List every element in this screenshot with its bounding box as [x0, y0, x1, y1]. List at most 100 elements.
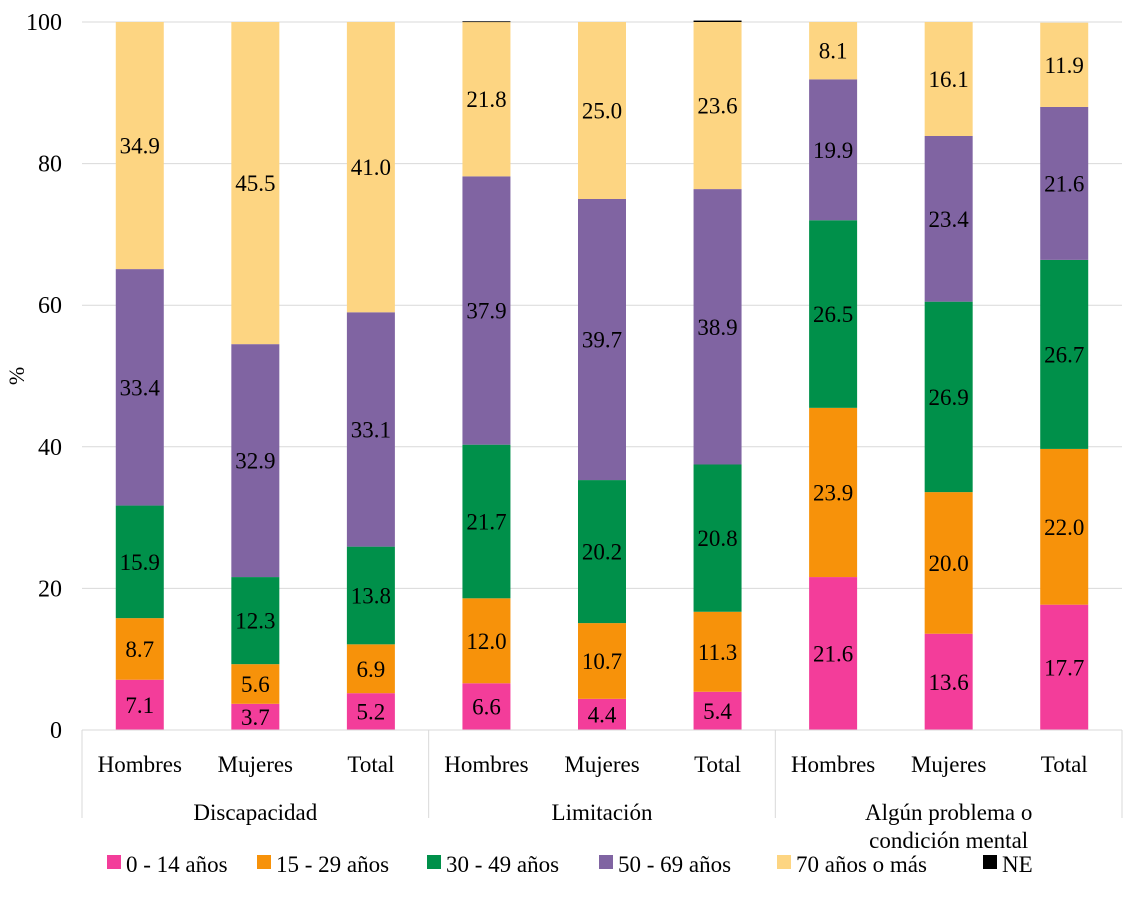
y-tick-label: 80 — [38, 152, 62, 178]
bar-segment — [231, 344, 280, 578]
legend-item: NE — [983, 852, 1033, 877]
bar-segment — [693, 22, 742, 190]
y-axis-label: % — [4, 367, 29, 385]
x-category-label: Total — [347, 752, 394, 777]
bar-segment — [1040, 604, 1089, 730]
data-label: 5.4 — [703, 699, 732, 724]
bar-segment — [115, 679, 164, 730]
bar-segment — [809, 79, 858, 221]
bar-segment — [578, 480, 626, 624]
data-label: 23.6 — [697, 94, 737, 119]
bar-segment — [809, 220, 858, 408]
data-label: 38.9 — [697, 315, 737, 340]
legend-item: 30 - 49 años — [427, 852, 559, 877]
bar-segment — [924, 492, 973, 634]
bar-segment — [115, 269, 164, 506]
x-category-label: Hombres — [791, 752, 875, 777]
data-label: 34.9 — [120, 134, 160, 159]
data-label: 3.7 — [241, 705, 270, 730]
data-label: 20.8 — [697, 526, 737, 551]
data-label: 6.9 — [357, 657, 386, 682]
data-label: 41.0 — [351, 155, 391, 180]
data-label: 33.4 — [120, 375, 161, 400]
bar-segment — [809, 407, 858, 578]
bar-segment — [462, 598, 511, 684]
legend-item: 15 - 29 años — [257, 852, 389, 877]
bar-segment — [346, 644, 395, 694]
x-group-label: Limitación — [552, 800, 653, 825]
y-tick-label: 20 — [38, 576, 62, 602]
data-label: 15.9 — [120, 550, 160, 575]
data-label: 6.6 — [472, 695, 501, 720]
data-label: 26.9 — [929, 385, 969, 410]
data-label: 5.2 — [357, 700, 386, 725]
bar-segment — [578, 22, 626, 199]
data-label: 19.9 — [813, 138, 853, 163]
data-label: 7.1 — [125, 693, 154, 718]
legend-label: 30 - 49 años — [446, 852, 559, 877]
x-category-label: Hombres — [444, 752, 528, 777]
legend-label: 50 - 69 años — [618, 852, 731, 877]
data-label: 25.0 — [582, 99, 622, 124]
bars — [115, 20, 1089, 730]
bar-segment — [462, 683, 511, 730]
data-label: 26.5 — [813, 302, 853, 327]
y-tick-label: 40 — [38, 435, 62, 461]
legend-label: 0 - 14 años — [126, 852, 228, 877]
legend-item: 0 - 14 años — [107, 852, 228, 877]
data-label: 17.7 — [1044, 655, 1084, 680]
x-category-label: Total — [1041, 752, 1088, 777]
bar-segment — [693, 20, 742, 22]
data-label: 5.6 — [241, 672, 270, 697]
legend-item: 70 años o más — [777, 852, 927, 877]
bar-segment — [231, 577, 280, 665]
bar-segment — [924, 633, 973, 730]
bar-segment — [462, 444, 511, 599]
data-label: 33.1 — [351, 417, 391, 442]
bar-segment — [578, 199, 626, 481]
x-group-label: Algún problema o condición mental — [865, 800, 1032, 853]
bar-segment — [1040, 22, 1089, 107]
bar-segment — [1040, 448, 1089, 605]
bar-segment — [346, 22, 395, 313]
data-label: 8.1 — [819, 39, 848, 64]
axes: % 0 20 40 60 80 100 Hombres Mujeres Total Hombres… — [4, 10, 1123, 853]
legend-label: 15 - 29 años — [276, 852, 389, 877]
bar-segment — [346, 312, 395, 547]
data-label: 10.7 — [582, 649, 622, 674]
legend-swatch — [599, 855, 613, 869]
legend-swatch — [777, 855, 791, 869]
bar-segment — [924, 301, 973, 493]
data-label: 12.3 — [235, 609, 275, 634]
bar-segment — [1040, 259, 1089, 449]
data-label: 22.0 — [1044, 515, 1084, 540]
legend-label: NE — [1002, 852, 1033, 877]
data-label: 11.9 — [1045, 53, 1084, 78]
data-label: 16.1 — [929, 67, 969, 92]
data-label: 8.7 — [125, 637, 154, 662]
x-category-label: Total — [694, 752, 741, 777]
legend-item: 50 - 69 años — [599, 852, 731, 877]
legend-swatch — [107, 855, 121, 869]
bar-segment — [462, 21, 511, 23]
bar-segment — [693, 691, 742, 730]
data-label: 20.0 — [929, 551, 969, 576]
data-label: 23.9 — [813, 480, 853, 505]
legend-swatch — [983, 855, 997, 869]
bar-segment — [115, 22, 164, 270]
legend-swatch — [427, 855, 441, 869]
bar-segment — [346, 546, 395, 645]
data-label: 23.4 — [929, 207, 970, 232]
data-label: 21.6 — [813, 642, 853, 667]
data-label: 37.9 — [466, 299, 506, 324]
bar-segment — [115, 505, 164, 619]
data-label: 13.8 — [351, 583, 391, 608]
bar-segment — [1040, 106, 1089, 260]
bar-segment — [115, 618, 164, 680]
x-category-label: Mujeres — [564, 752, 639, 777]
data-label: 13.6 — [929, 670, 969, 695]
data-label: 21.6 — [1044, 171, 1084, 196]
data-label: 21.8 — [466, 87, 506, 112]
